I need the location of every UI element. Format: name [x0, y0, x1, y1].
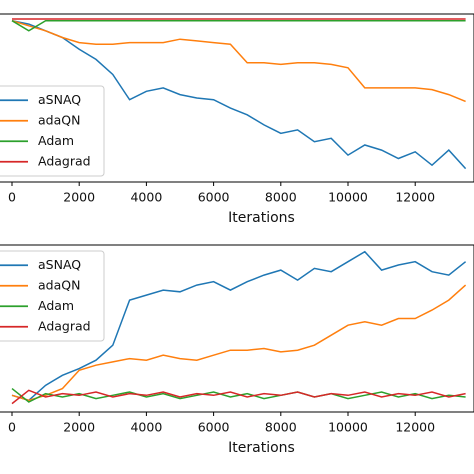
x-tick-label: 6000: [198, 420, 230, 435]
x-tick-label: 12000: [395, 190, 435, 205]
legend-label: Adagrad: [38, 318, 91, 333]
legend-label: Adagrad: [38, 153, 91, 168]
legend-label: adaQN: [38, 112, 80, 127]
x-tick-label: 2000: [63, 420, 95, 435]
x-tick-label: 4000: [130, 420, 162, 435]
x-tick-label: 0: [8, 420, 16, 435]
series-line: [11, 19, 466, 32]
legend-label: Adam: [38, 298, 74, 313]
x-tick-label: 8000: [265, 420, 297, 435]
x-tick-label: 10000: [328, 190, 368, 205]
legend-label: aSNAQ: [38, 92, 81, 107]
x-axis-label: Iterations: [228, 210, 295, 226]
plot-frame: [0, 244, 474, 413]
x-axis-label: Iterations: [228, 440, 295, 456]
series-line: [11, 389, 466, 405]
series-line: [11, 388, 466, 403]
x-tick-label: 8000: [265, 190, 297, 205]
legend-label: aSNAQ: [38, 257, 81, 272]
series-line: [11, 19, 467, 170]
legend-label: adaQN: [38, 277, 80, 292]
plot-frame: [0, 13, 474, 183]
x-tick-label: 2000: [63, 190, 95, 205]
series-line: [11, 19, 466, 103]
x-tick-label: 6000: [198, 190, 230, 205]
x-tick-label: 10000: [328, 420, 368, 435]
series-line: [11, 284, 467, 402]
legend-label: Adam: [38, 133, 74, 148]
x-tick-label: 4000: [130, 190, 162, 205]
legend-box: [0, 250, 105, 342]
x-tick-label: 12000: [395, 420, 435, 435]
x-tick-label: 0: [8, 190, 16, 205]
legend-box: [0, 85, 105, 177]
series-line: [11, 250, 467, 402]
